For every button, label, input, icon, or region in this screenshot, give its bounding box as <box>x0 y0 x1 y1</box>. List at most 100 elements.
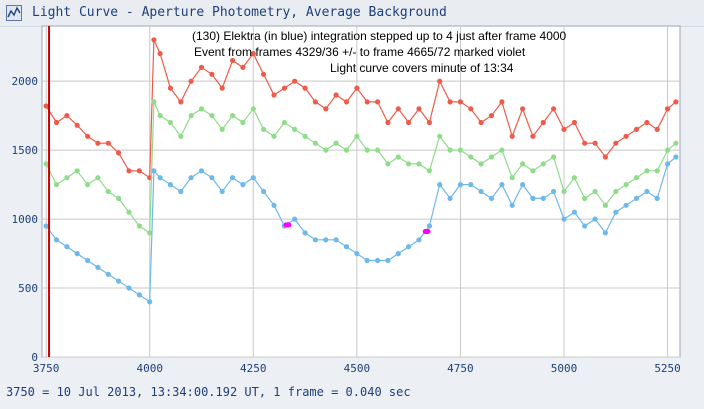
data-point-green <box>447 147 453 153</box>
data-point-red <box>240 64 246 70</box>
data-point-green <box>633 175 640 181</box>
data-point-blue <box>312 237 318 243</box>
data-point-red <box>312 99 318 105</box>
data-point-blue <box>395 251 401 257</box>
data-point-red <box>281 85 287 91</box>
data-point-green <box>437 133 443 139</box>
data-point-red <box>250 51 256 57</box>
data-point-blue <box>582 223 588 229</box>
data-point-green <box>74 168 80 174</box>
data-point-green <box>468 154 474 160</box>
data-point-blue <box>53 237 60 243</box>
data-point-green <box>116 195 122 201</box>
data-point-blue <box>230 175 236 181</box>
data-point-green <box>178 133 184 139</box>
data-point-blue <box>74 251 80 257</box>
data-point-red <box>157 51 163 57</box>
data-point-green <box>230 113 236 119</box>
data-point-red <box>571 119 578 126</box>
data-point-blue <box>447 195 453 201</box>
data-point-blue <box>499 182 505 188</box>
data-point-green <box>416 161 422 167</box>
data-point-blue <box>95 264 101 270</box>
y-tick-label: 1000 <box>12 213 39 226</box>
data-point-red <box>333 92 339 98</box>
series-red <box>43 37 679 181</box>
data-point-red <box>561 126 567 132</box>
data-point-blue <box>633 195 640 201</box>
data-point-blue <box>85 257 91 264</box>
data-point-blue <box>488 195 495 201</box>
data-point-red <box>136 168 142 174</box>
data-point-blue <box>333 237 339 243</box>
data-point-green <box>530 168 536 174</box>
data-point-green <box>126 209 132 215</box>
data-point-red <box>457 99 463 105</box>
data-point-red <box>488 113 495 119</box>
data-point-red <box>188 78 194 84</box>
data-point-green <box>147 230 153 236</box>
axis-tick-labels: 3750 4000 4250 4500 4750 5000 5250 0 500 1000 1500… <box>12 75 681 375</box>
data-point-blue <box>602 230 609 236</box>
series-green <box>43 99 679 236</box>
data-point-blue <box>271 202 277 208</box>
data-point-blue <box>116 278 122 284</box>
data-point-blue <box>509 202 515 208</box>
data-point-green <box>478 161 484 167</box>
data-point-red <box>271 92 277 98</box>
data-point-red <box>343 99 350 105</box>
data-point-blue <box>623 202 629 208</box>
data-point-blue <box>364 257 370 264</box>
data-point-green <box>343 147 350 153</box>
data-point-green <box>602 202 609 208</box>
x-tick-label: 5250 <box>654 362 681 375</box>
data-point-blue <box>126 285 132 291</box>
data-point-red <box>665 106 671 112</box>
data-point-green <box>673 140 679 146</box>
data-point-green <box>85 182 91 188</box>
data-point-green <box>488 154 495 160</box>
data-point-blue <box>520 182 526 188</box>
data-point-green <box>151 99 157 105</box>
data-point-blue <box>261 188 267 195</box>
data-point-green <box>592 188 598 195</box>
chart-annotations: (130) Elektra (in blue) integration step… <box>192 29 567 75</box>
data-point-blue <box>292 216 298 222</box>
data-point-green <box>582 195 588 201</box>
data-point-blue <box>468 182 474 188</box>
frame-time-footer: 3750 = 10 Jul 2013, 13:34:00.192 UT, 1 f… <box>6 385 411 399</box>
data-point-green <box>198 106 205 112</box>
data-point-red <box>151 37 157 43</box>
data-point-blue <box>147 299 153 305</box>
data-point-blue <box>250 175 256 181</box>
data-point-red <box>126 168 132 174</box>
data-point-blue <box>302 230 308 236</box>
data-point-green <box>188 113 194 119</box>
y-tick-label: 0 <box>31 351 38 364</box>
data-point-blue <box>416 237 422 243</box>
data-point-green <box>571 175 578 181</box>
x-tick-label: 4750 <box>447 362 474 375</box>
data-point-green <box>540 161 546 167</box>
data-point-red <box>53 119 60 126</box>
data-point-green <box>271 133 277 139</box>
annotation-line-3: Light curve covers minute of 13:34 <box>330 61 514 75</box>
data-point-green <box>281 119 287 126</box>
event-markers <box>283 222 431 234</box>
data-point-blue <box>157 175 163 181</box>
data-point-green <box>561 188 567 195</box>
data-point-green <box>457 147 463 153</box>
data-point-red <box>64 113 70 119</box>
data-point-red <box>447 99 453 105</box>
data-point-blue <box>654 195 660 201</box>
data-point-red <box>551 106 557 112</box>
data-point-red <box>198 64 205 70</box>
data-point-red <box>437 78 443 84</box>
series-blue <box>43 154 679 305</box>
data-point-red <box>209 71 215 77</box>
data-point-red <box>74 122 80 128</box>
data-point-green <box>105 188 111 195</box>
data-point-green <box>292 126 298 132</box>
data-point-blue <box>167 182 173 188</box>
